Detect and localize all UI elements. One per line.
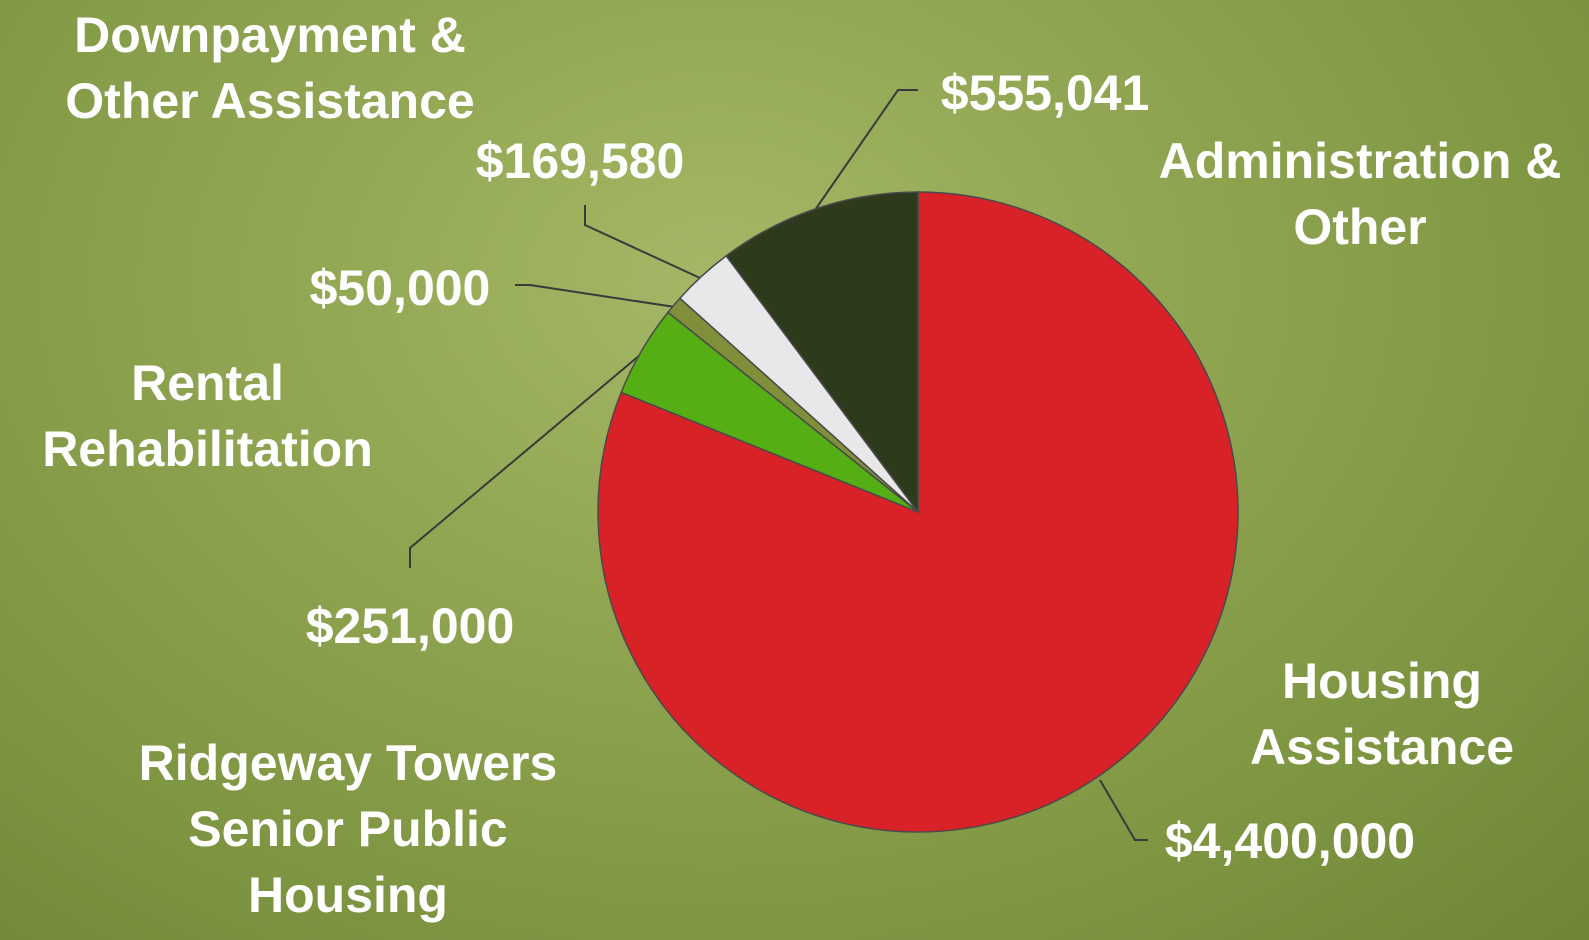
category-label: Downpayment & Other Assistance [10, 2, 530, 134]
category-label: Administration & Other [1145, 128, 1575, 260]
value-label: $555,041 [915, 60, 1175, 126]
category-label: Housing Assistance [1222, 648, 1542, 780]
leader-line [585, 205, 700, 278]
value-label: $169,580 [450, 128, 710, 194]
category-label: Rental Rehabilitation [0, 350, 415, 482]
leader-line [515, 285, 675, 307]
value-label: $4,400,000 [1140, 808, 1440, 874]
value-label: $50,000 [290, 255, 510, 321]
slide: Downpayment & Other Assistance $169,580 … [0, 0, 1589, 940]
value-label: $251,000 [280, 593, 540, 659]
pie [598, 192, 1238, 832]
category-label: Ridgeway Towers Senior Public Housing [128, 730, 568, 928]
